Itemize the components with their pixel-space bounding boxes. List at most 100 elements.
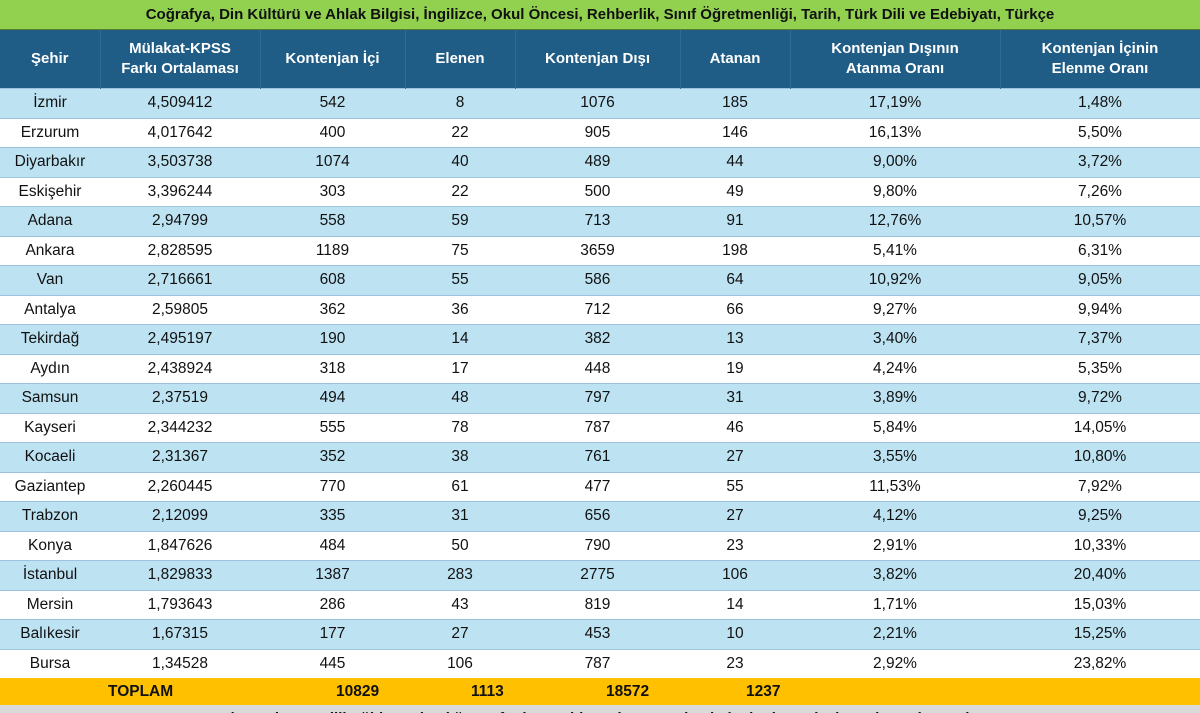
cell-city: Trabzon xyxy=(0,501,100,531)
cell-atanan: 64 xyxy=(680,265,790,295)
cell-average: 2,94799 xyxy=(100,206,260,236)
cell-average: 2,260445 xyxy=(100,471,260,502)
header-ki-rate: Kontenjan İçinin Elenme Oranı xyxy=(1000,30,1200,89)
cell-kontenjan-disi: 586 xyxy=(515,265,680,295)
table-row: Samsun 2,37519 494 48 797 31 3,89% 9,72% xyxy=(0,383,1200,413)
cell-kontenjan-disi: 797 xyxy=(515,383,680,413)
cell-atanan: 23 xyxy=(680,530,790,561)
cell-kd-rate: 3,40% xyxy=(790,324,1000,354)
cell-ki-rate: 9,94% xyxy=(1000,294,1200,325)
table-body: İzmir 4,509412 542 8 1076 185 17,19% 1,48% Erzur… xyxy=(0,88,1200,678)
totals-kontenjan-disi: 18572 xyxy=(606,683,650,700)
cell-kd-rate: 4,24% xyxy=(790,353,1000,384)
totals-kontenjan-ici: 10829 xyxy=(336,683,380,700)
table-row: Erzurum 4,017642 400 22 905 146 16,13% 5,50% xyxy=(0,117,1200,148)
cell-kontenjan-disi: 489 xyxy=(515,147,680,177)
cell-elenen: 106 xyxy=(405,648,515,678)
cell-elenen: 22 xyxy=(405,176,515,207)
cell-kontenjan-ici: 558 xyxy=(260,206,405,236)
cell-kontenjan-ici: 445 xyxy=(260,648,405,678)
cell-kontenjan-ici: 352 xyxy=(260,442,405,472)
table-row: Antalya 2,59805 362 36 712 66 9,27% 9,94% xyxy=(0,294,1200,325)
cell-kd-rate: 9,00% xyxy=(790,147,1000,177)
cell-city: Antalya xyxy=(0,294,100,325)
cell-kontenjan-disi: 905 xyxy=(515,117,680,148)
cell-kontenjan-disi: 761 xyxy=(515,442,680,472)
cell-city: Konya xyxy=(0,530,100,561)
cell-kontenjan-disi: 713 xyxy=(515,206,680,236)
cell-kontenjan-disi: 819 xyxy=(515,589,680,620)
table-row: İzmir 4,509412 542 8 1076 185 17,19% 1,48% xyxy=(0,88,1200,118)
table-header: Şehir Mülakat-KPSS Farkı Ortalaması Konte… xyxy=(0,30,1200,89)
cell-kontenjan-disi: 500 xyxy=(515,176,680,207)
cell-ki-rate: 9,25% xyxy=(1000,501,1200,531)
cell-elenen: 283 xyxy=(405,560,515,590)
cell-elenen: 22 xyxy=(405,117,515,148)
cell-kontenjan-disi: 448 xyxy=(515,353,680,384)
totals-elenen: 1113 xyxy=(471,683,504,700)
cell-elenen: 31 xyxy=(405,501,515,531)
cell-ki-rate: 1,48% xyxy=(1000,88,1200,118)
cell-kontenjan-disi: 382 xyxy=(515,324,680,354)
cell-city: Kocaeli xyxy=(0,442,100,472)
cell-kontenjan-ici: 286 xyxy=(260,589,405,620)
cell-kd-rate: 12,76% xyxy=(790,206,1000,236)
cell-city: Van xyxy=(0,265,100,295)
table-row: Kayseri 2,344232 555 78 787 46 5,84% 14,05% xyxy=(0,412,1200,443)
cell-city: Adana xyxy=(0,206,100,236)
cell-kontenjan-ici: 1189 xyxy=(260,235,405,266)
cell-atanan: 13 xyxy=(680,324,790,354)
cell-city: Mersin xyxy=(0,589,100,620)
cell-ki-rate: 9,72% xyxy=(1000,383,1200,413)
cell-elenen: 59 xyxy=(405,206,515,236)
cell-kontenjan-disi: 1076 xyxy=(515,88,680,118)
table-row: İstanbul 1,829833 1387 283 2775 106 3,82% 20,40… xyxy=(0,560,1200,590)
cell-kontenjan-ici: 555 xyxy=(260,412,405,443)
cell-elenen: 78 xyxy=(405,412,515,443)
cell-average: 2,828595 xyxy=(100,235,260,266)
cell-ki-rate: 7,92% xyxy=(1000,471,1200,502)
cell-elenen: 40 xyxy=(405,147,515,177)
cell-elenen: 75 xyxy=(405,235,515,266)
cell-ki-rate: 15,25% xyxy=(1000,619,1200,649)
table-row: Ankara 2,828595 1189 75 3659 198 5,41% 6,31% xyxy=(0,235,1200,266)
cell-kd-rate: 3,82% xyxy=(790,560,1000,590)
cell-elenen: 27 xyxy=(405,619,515,649)
cell-kontenjan-disi: 787 xyxy=(515,648,680,678)
cell-kontenjan-disi: 453 xyxy=(515,619,680,649)
cell-average: 4,509412 xyxy=(100,88,260,118)
cell-atanan: 27 xyxy=(680,442,790,472)
cell-ki-rate: 14,05% xyxy=(1000,412,1200,443)
cell-kontenjan-ici: 335 xyxy=(260,501,405,531)
table-row: Van 2,716661 608 55 586 64 10,92% 9,05% xyxy=(0,265,1200,295)
cell-atanan: 27 xyxy=(680,501,790,531)
cell-kontenjan-ici: 400 xyxy=(260,117,405,148)
cell-atanan: 23 xyxy=(680,648,790,678)
cell-kd-rate: 3,89% xyxy=(790,383,1000,413)
cell-atanan: 91 xyxy=(680,206,790,236)
cell-kontenjan-ici: 484 xyxy=(260,530,405,561)
cell-average: 2,12099 xyxy=(100,501,260,531)
table-row: Trabzon 2,12099 335 31 656 27 4,12% 9,25% xyxy=(0,501,1200,531)
table-row: Mersin 1,793643 286 43 819 14 1,71% 15,03% xyxy=(0,589,1200,620)
cell-average: 2,59805 xyxy=(100,294,260,325)
cell-kontenjan-disi: 790 xyxy=(515,530,680,561)
header-elenen: Elenen xyxy=(405,30,516,89)
cell-kontenjan-ici: 362 xyxy=(260,294,405,325)
cell-average: 2,31367 xyxy=(100,442,260,472)
table-row: Tekirdağ 2,495197 190 14 382 13 3,40% 7,37% xyxy=(0,324,1200,354)
cell-atanan: 55 xyxy=(680,471,790,502)
cell-kontenjan-ici: 1387 xyxy=(260,560,405,590)
cell-kontenjan-disi: 787 xyxy=(515,412,680,443)
cell-city: Balıkesir xyxy=(0,619,100,649)
cell-atanan: 14 xyxy=(680,589,790,620)
cell-kontenjan-ici: 303 xyxy=(260,176,405,207)
cell-city: Samsun xyxy=(0,383,100,413)
cell-city: İzmir xyxy=(0,88,100,118)
cell-average: 2,344232 xyxy=(100,412,260,443)
cell-kontenjan-ici: 190 xyxy=(260,324,405,354)
totals-label: TOPLAM xyxy=(108,683,174,700)
cell-ki-rate: 15,03% xyxy=(1000,589,1200,620)
cell-elenen: 36 xyxy=(405,294,515,325)
cell-average: 1,847626 xyxy=(100,530,260,561)
